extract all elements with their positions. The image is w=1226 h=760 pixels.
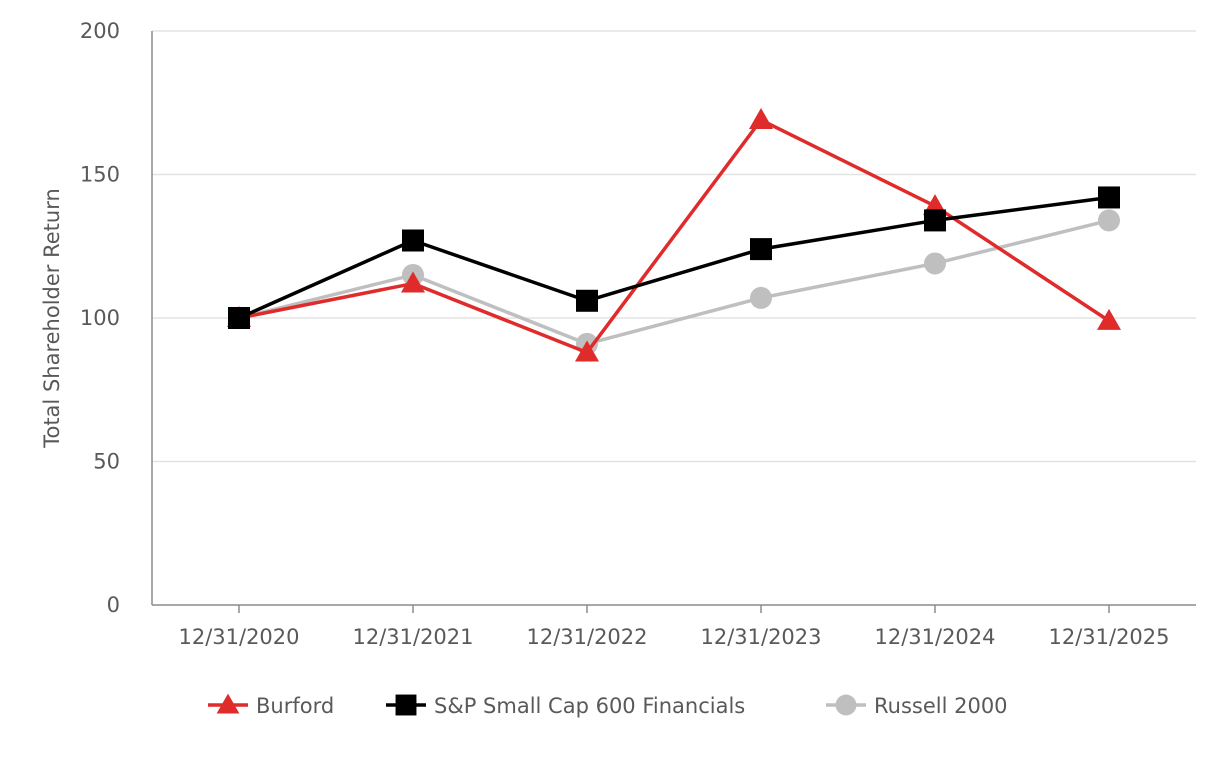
data-point <box>1098 186 1120 209</box>
y-tick-label: 150 <box>80 163 120 187</box>
legend-label: S&P Small Cap 600 Financials <box>434 694 745 718</box>
x-tick-label: 12/31/2024 <box>874 625 995 649</box>
gridlines <box>152 30 1196 463</box>
y-axis-title: Total Shareholder Return <box>40 188 64 449</box>
y-tick-label: 100 <box>80 306 120 330</box>
data-point <box>575 340 599 362</box>
legend-label: Russell 2000 <box>874 694 1008 718</box>
data-point <box>924 252 946 275</box>
legend: Burford S&P Small Cap 600 Financials Russe… <box>208 693 1008 718</box>
data-point <box>1098 209 1120 232</box>
x-tick-label: 12/31/2025 <box>1048 625 1169 649</box>
legend-item: S&P Small Cap 600 Financials <box>386 694 745 718</box>
legend-marker <box>395 694 417 716</box>
y-tick-labels: 0 50 100 150 200 <box>80 19 120 617</box>
series-line <box>238 118 1110 355</box>
legend-item: Burford <box>208 693 334 718</box>
data-point <box>401 271 425 293</box>
series-triangle <box>227 107 1121 362</box>
series-line <box>238 218 1110 346</box>
x-tick-label: 12/31/2022 <box>526 625 647 649</box>
x-tick-label: 12/31/2020 <box>178 625 299 649</box>
series-square <box>228 186 1120 329</box>
data-point <box>924 209 946 232</box>
legend-label: Burford <box>256 694 334 718</box>
series-line <box>238 195 1110 320</box>
data-point <box>576 289 598 312</box>
data-point <box>402 229 424 252</box>
data-point <box>1097 308 1121 330</box>
legend-marker <box>216 693 240 714</box>
x-tick-labels: 12/31/2020 12/31/2021 12/31/2022 12/31/2023… <box>178 605 1170 649</box>
data-point <box>750 238 772 261</box>
legend-marker <box>835 694 857 716</box>
x-tick-label: 12/31/2021 <box>352 625 473 649</box>
data-point <box>749 107 773 129</box>
y-tick-label: 0 <box>107 593 120 617</box>
y-tick-label: 200 <box>80 19 120 43</box>
series-layer <box>227 107 1121 362</box>
x-tick-label: 12/31/2023 <box>700 625 821 649</box>
legend-item: Russell 2000 <box>826 694 1008 718</box>
series-circle <box>228 209 1120 355</box>
data-point <box>750 286 772 309</box>
data-point <box>228 307 250 329</box>
y-tick-label: 50 <box>93 450 120 474</box>
axes <box>151 31 1196 606</box>
